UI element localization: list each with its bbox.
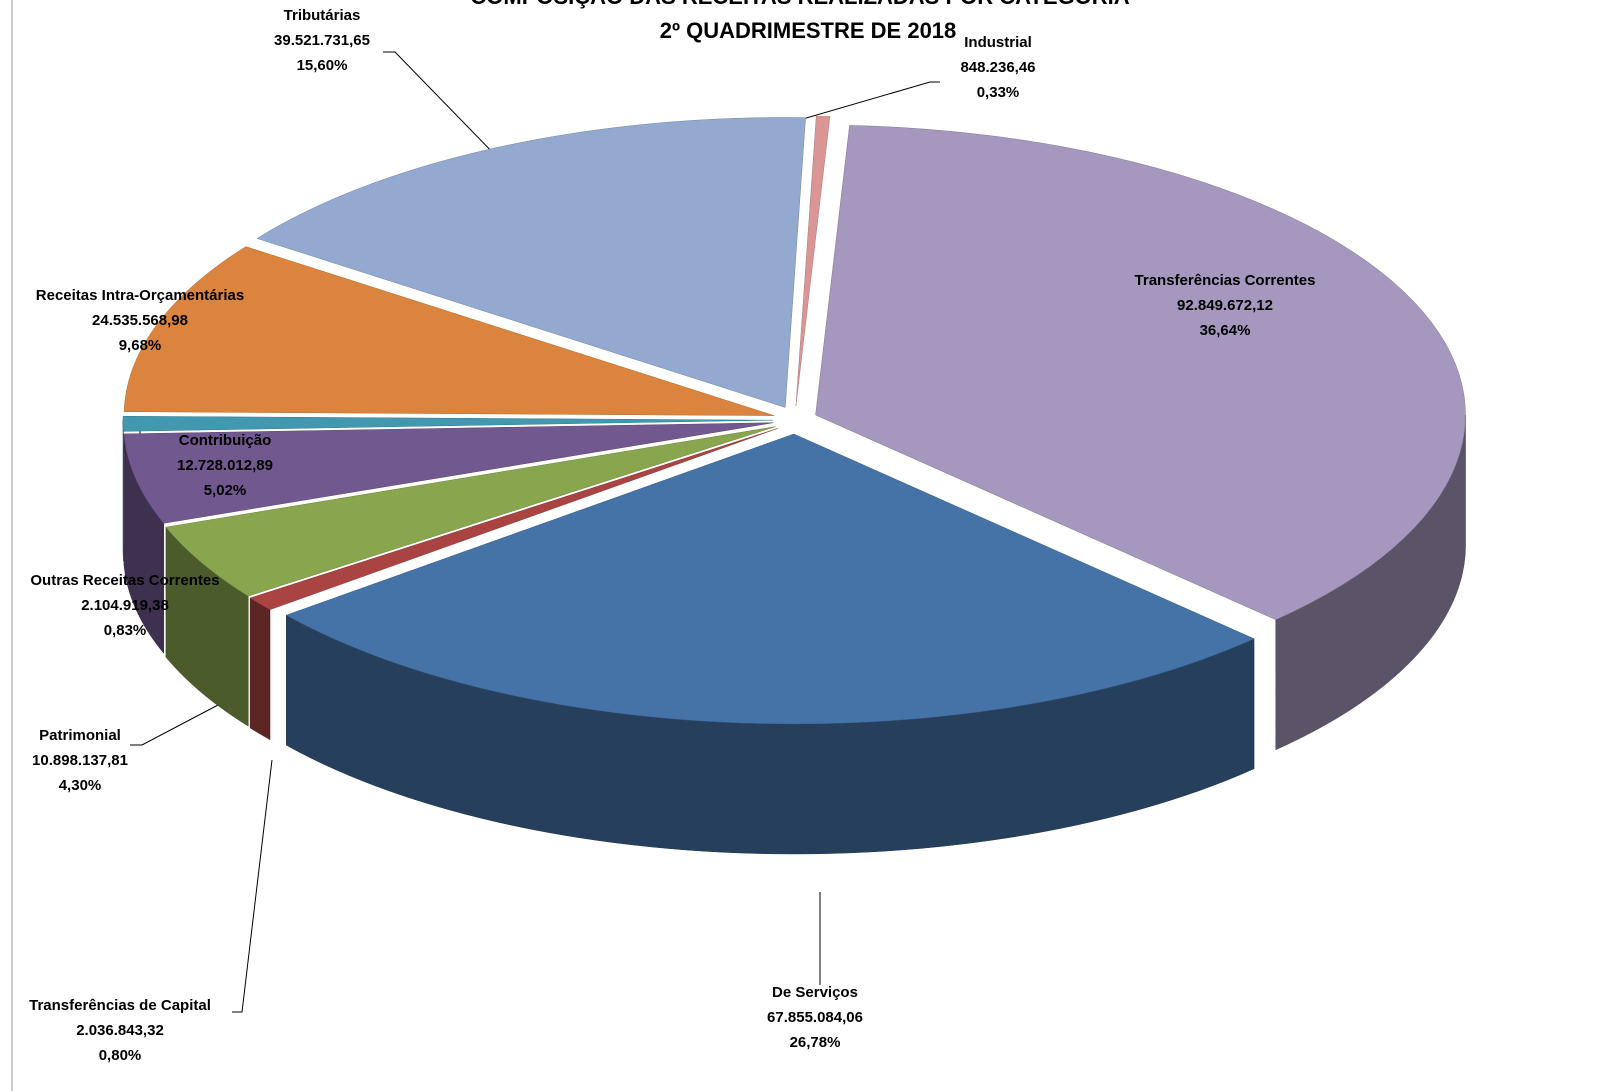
value-label: 2.104.919,38 (81, 597, 169, 614)
value-label: 24.535.568,98 (92, 312, 188, 329)
category-label: De Serviços (772, 984, 858, 1001)
slice (123, 246, 775, 416)
chart-subtitle: 2º QUADRIMESTRE DE 2018 (660, 18, 957, 43)
value-label: 10.898.137,81 (32, 752, 128, 769)
slice (815, 125, 1466, 621)
percent-label: 5,02% (204, 482, 247, 499)
category-label: Outras Receitas Correntes (30, 572, 219, 589)
percent-label: 15,60% (297, 57, 348, 74)
leader-line (130, 704, 219, 746)
percent-label: 0,83% (104, 622, 147, 639)
slice (285, 433, 1255, 725)
value-label: 848.236,46 (960, 59, 1035, 76)
category-label: Patrimonial (39, 727, 121, 744)
slice-sides (122, 414, 1466, 855)
category-label: Transferências de Capital (29, 997, 211, 1014)
value-label: 67.855.084,06 (767, 1009, 863, 1026)
category-label: Receitas Intra-Orçamentárias (36, 287, 244, 304)
percent-label: 0,33% (977, 84, 1020, 101)
category-label: Tributárias (284, 7, 361, 24)
slice (249, 428, 778, 610)
value-label: 92.849.672,12 (1177, 297, 1273, 314)
slice (795, 115, 831, 407)
chart-title: COMPOSIÇÃO DAS RECEITAS REALIZADAS POR C… (470, 0, 1129, 9)
leader-line (383, 51, 501, 161)
slice (122, 415, 774, 432)
percent-label: 4,30% (59, 777, 102, 794)
percent-label: 26,78% (790, 1034, 841, 1051)
slice (256, 117, 806, 408)
slice (165, 426, 776, 597)
percent-label: 36,64% (1200, 322, 1251, 339)
value-label: 2.036.843,32 (76, 1022, 164, 1039)
slice-side (249, 597, 271, 741)
data-labels: Transferências Correntes 92.849.672,12 36,… (29, 7, 1315, 1064)
value-label: 12.728.012,89 (177, 457, 273, 474)
slice-tops (122, 115, 1466, 725)
category-label: Industrial (964, 34, 1032, 51)
leader-line (232, 759, 273, 1013)
category-label: Contribuição (179, 432, 272, 449)
percent-label: 0,80% (99, 1047, 142, 1064)
percent-label: 9,68% (119, 337, 162, 354)
category-label: Transferências Correntes (1135, 272, 1316, 289)
leader-line (771, 81, 940, 129)
slice (123, 422, 774, 524)
value-label: 39.521.731,65 (274, 32, 370, 49)
